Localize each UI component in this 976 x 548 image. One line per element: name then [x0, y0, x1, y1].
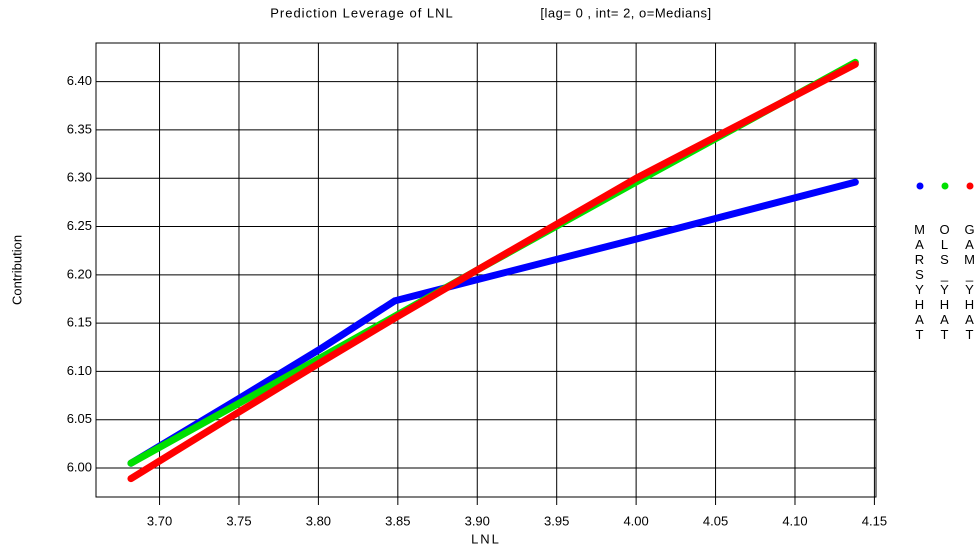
y-tick-label: 6.30	[67, 170, 92, 185]
series-line	[127, 60, 859, 483]
x-axis-label: LNL	[471, 531, 501, 546]
x-tick-label: 3.70	[147, 513, 172, 528]
y-tick-label: 6.35	[67, 121, 92, 136]
y-tick-label: 6.15	[67, 315, 92, 330]
y-tick-label: 6.05	[67, 411, 92, 426]
legend-label: OLS_YHAT	[937, 222, 952, 342]
y-tick-label: 6.20	[67, 266, 92, 281]
x-tick-label: 3.80	[306, 513, 331, 528]
chart-title: Prediction Leverage of LNL	[270, 5, 454, 20]
x-tick-label: 3.95	[544, 513, 569, 528]
y-axis-label: Contribution	[9, 235, 24, 305]
x-tick-label: 3.90	[465, 513, 490, 528]
plot-frame	[95, 42, 877, 498]
x-tick-label: 4.10	[782, 513, 807, 528]
x-tick-label: 3.85	[385, 513, 410, 528]
chart-subtitle: [lag= 0 , int= 2, o=Medians]	[540, 5, 711, 20]
series-line	[127, 178, 859, 467]
legend-label: GAM_YHAT	[962, 222, 976, 342]
x-tick-label: 4.15	[862, 513, 887, 528]
x-tick-label: 3.75	[226, 513, 251, 528]
legend-marker	[941, 182, 949, 190]
legend-marker	[966, 182, 974, 190]
y-tick-label: 6.00	[67, 459, 92, 474]
x-tick-label: 4.05	[703, 513, 728, 528]
x-tick-label: 4.00	[623, 513, 648, 528]
y-tick-label: 6.25	[67, 218, 92, 233]
legend-marker	[916, 182, 924, 190]
y-tick-label: 6.40	[67, 73, 92, 88]
legend-label: MARSYHAT	[912, 222, 927, 342]
y-tick-label: 6.10	[67, 363, 92, 378]
